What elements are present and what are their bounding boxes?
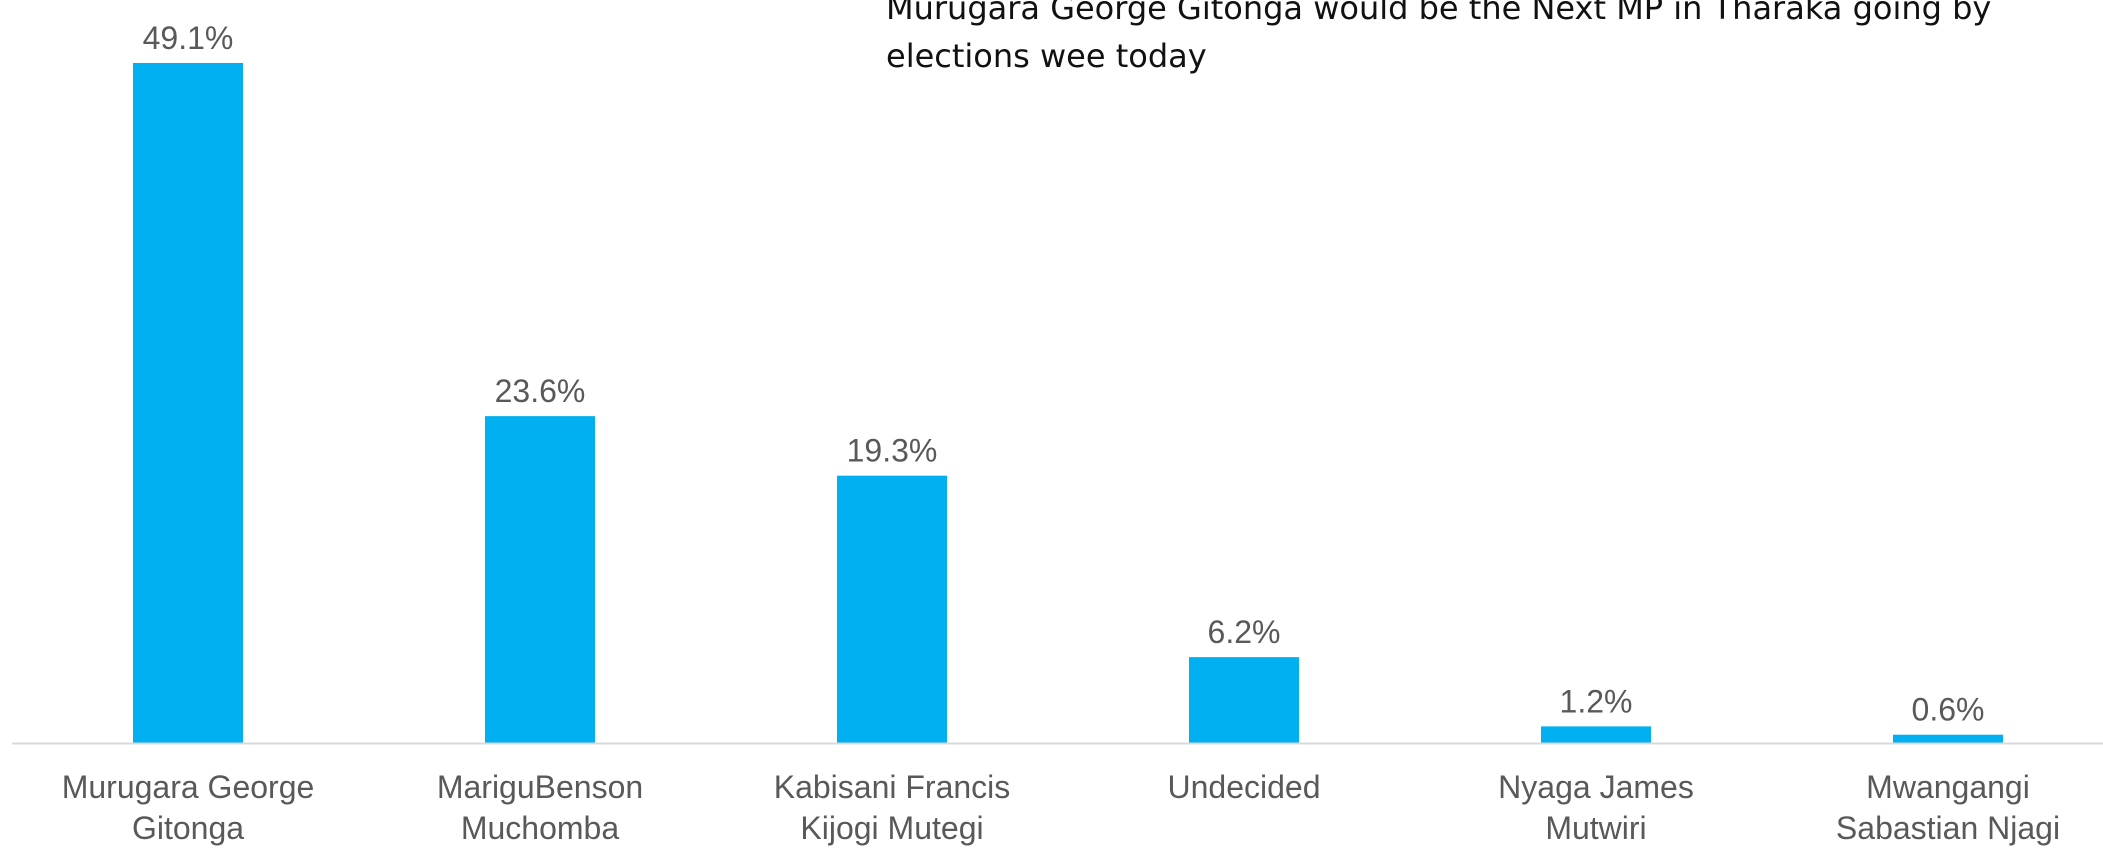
bar-5 xyxy=(1541,726,1651,743)
chart-annotation: Murugara George Gitonga would be the Nex… xyxy=(886,0,1992,75)
category-label-6: Mwangangi Sabastian Njagi xyxy=(1836,769,2060,846)
data-label-2: 23.6% xyxy=(495,373,586,409)
data-label-5: 1.2% xyxy=(1560,683,1633,719)
data-label-6: 0.6% xyxy=(1912,692,1985,728)
category-label-2: MariguBenson Muchomba xyxy=(437,769,643,846)
category-label-5: Nyaga James Mutwiri xyxy=(1498,769,1694,846)
data-label-1: 49.1% xyxy=(143,20,234,56)
bar-6 xyxy=(1893,734,2003,743)
category-label-3: Kabisani Francis Kijogi Mutegi xyxy=(774,769,1011,846)
category-label-1: Murugara George Gitonga xyxy=(62,769,315,846)
data-label-4: 6.2% xyxy=(1208,614,1281,650)
bar-2 xyxy=(485,416,595,743)
data-label-3: 19.3% xyxy=(847,433,938,469)
bar-3 xyxy=(837,475,947,743)
bar-1 xyxy=(133,62,243,743)
bar-4 xyxy=(1189,657,1299,743)
category-label-4: Undecided xyxy=(1168,769,1321,805)
